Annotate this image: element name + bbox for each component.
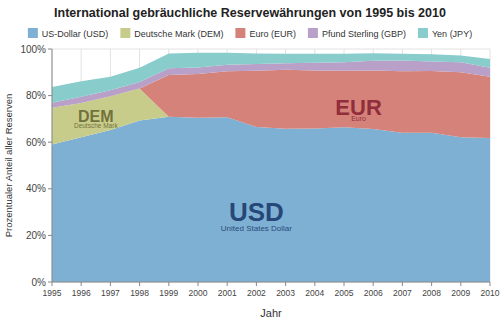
- y-tick: [48, 95, 52, 96]
- x-tick-label: 2009: [451, 288, 470, 298]
- x-tick-label: 2007: [393, 288, 412, 298]
- grid-line: [52, 49, 490, 50]
- legend-label: Euro (EUR): [249, 29, 296, 39]
- legend-label: Pfund Sterling (GBP): [322, 29, 406, 39]
- annotation: Euro: [351, 115, 366, 122]
- x-tick: [431, 282, 432, 286]
- x-tick: [460, 282, 461, 286]
- annotations: USDUnited States DollarEUREuroDEMDeutsch…: [74, 95, 382, 233]
- x-tick: [314, 282, 315, 286]
- x-tick: [373, 282, 374, 286]
- y-tick: [48, 142, 52, 143]
- chart: International gebräuchliche Reservewähru…: [0, 0, 500, 323]
- x-tick-label: 2008: [422, 288, 441, 298]
- x-tick-label: 1999: [159, 288, 178, 298]
- x-tick-label: 2002: [247, 288, 266, 298]
- x-tick: [110, 282, 111, 286]
- x-tick: [402, 282, 403, 286]
- area: [52, 117, 490, 282]
- x-tick-label: 2001: [218, 288, 237, 298]
- legend-swatch: [308, 28, 318, 38]
- legend-label: US-Dollar (USD): [42, 29, 109, 39]
- x-tick: [52, 282, 53, 286]
- y-tick-label: 100%: [20, 44, 46, 55]
- area: [52, 53, 490, 103]
- y-tick: [48, 282, 52, 283]
- legend-swatch: [120, 28, 130, 38]
- legend-item: Deutsche Mark (DEM): [120, 28, 223, 39]
- x-tick-label: 1998: [130, 288, 149, 298]
- annotation: USD: [229, 197, 284, 227]
- y-tick: [48, 235, 52, 236]
- areas: [52, 53, 490, 282]
- y-tick-label: 40%: [26, 183, 46, 194]
- x-tick-label: 1995: [43, 288, 62, 298]
- x-tick-label: 2005: [335, 288, 354, 298]
- x-tick-label: 2010: [481, 288, 500, 298]
- y-tick-label: 60%: [26, 137, 46, 148]
- annotation: United States Dollar: [221, 224, 292, 233]
- y-axis-line: [52, 49, 53, 282]
- legend: US-Dollar (USD) Deutsche Mark (DEM) Euro (…: [28, 28, 472, 39]
- x-tick: [285, 282, 286, 286]
- y-tick-label: 0%: [32, 277, 47, 288]
- x-tick-label: 2004: [305, 288, 324, 298]
- legend-item: Euro (EUR): [235, 28, 296, 39]
- x-tick: [139, 282, 140, 286]
- legend-item: Yen (JPY): [418, 28, 472, 39]
- x-axis-line: [52, 282, 490, 283]
- legend-swatch: [235, 28, 245, 38]
- grid-line: [52, 282, 490, 283]
- grid: [52, 49, 490, 282]
- x-tick-label: 1996: [72, 288, 91, 298]
- x-tick-label: 2000: [189, 288, 208, 298]
- legend-item: US-Dollar (USD): [28, 28, 109, 39]
- grid-line: [52, 49, 53, 282]
- x-tick-label: 2006: [364, 288, 383, 298]
- legend-label: Yen (JPY): [432, 29, 472, 39]
- x-axis-label: Jahr: [260, 307, 282, 319]
- x-tick: [198, 282, 199, 286]
- legend-swatch: [28, 28, 38, 38]
- legend-swatch: [418, 28, 428, 38]
- y-tick-label: 80%: [26, 90, 46, 101]
- y-tick: [48, 188, 52, 189]
- annotation: Deutsche Mark: [74, 122, 118, 129]
- y-tick: [48, 49, 52, 50]
- x-tick-label: 2003: [276, 288, 295, 298]
- x-tick: [490, 282, 491, 286]
- x-tick: [168, 282, 169, 286]
- x-tick: [81, 282, 82, 286]
- legend-label: Deutsche Mark (DEM): [134, 29, 223, 39]
- x-tick: [256, 282, 257, 286]
- y-axis-label: Prozentualer Anteil aller Reserven: [3, 94, 14, 238]
- title: International gebräuchliche Reservewähru…: [54, 6, 446, 20]
- x-tick-label: 1997: [101, 288, 120, 298]
- y-tick-label: 20%: [26, 230, 46, 241]
- x-tick: [344, 282, 345, 286]
- legend-item: Pfund Sterling (GBP): [308, 28, 406, 39]
- x-tick: [227, 282, 228, 286]
